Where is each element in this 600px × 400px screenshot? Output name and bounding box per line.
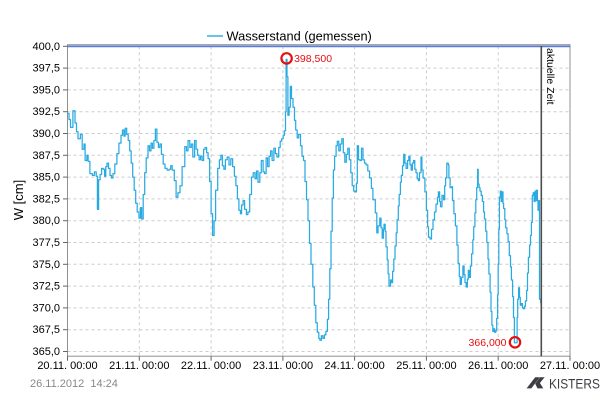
svg-text:370,0: 370,0 [32, 302, 60, 314]
svg-text:397,5: 397,5 [32, 63, 60, 75]
svg-text:390,0: 390,0 [32, 128, 60, 140]
svg-text:22.11. 00:00: 22.11. 00:00 [181, 360, 241, 372]
svg-text:W [cm]: W [cm] [11, 180, 26, 220]
svg-text:21.11. 00:00: 21.11. 00:00 [109, 360, 169, 372]
svg-text:23.11. 00:00: 23.11. 00:00 [253, 360, 313, 372]
svg-text:367,5: 367,5 [32, 324, 60, 336]
svg-text:382,5: 382,5 [32, 193, 60, 205]
svg-text:25.11. 00:00: 25.11. 00:00 [396, 360, 456, 372]
svg-text:366,000: 366,000 [469, 337, 507, 349]
svg-text:24.11. 00:00: 24.11. 00:00 [324, 360, 384, 372]
svg-text:387,5: 387,5 [32, 150, 60, 162]
svg-text:375,0: 375,0 [32, 259, 60, 271]
svg-text:Wasserstand (gemessen): Wasserstand (gemessen) [227, 29, 372, 44]
svg-text:27.11. 00:00: 27.11. 00:00 [540, 360, 600, 372]
svg-text:20.11. 00:00: 20.11. 00:00 [37, 360, 97, 372]
svg-text:398,500: 398,500 [294, 53, 332, 65]
svg-text:392,5: 392,5 [32, 106, 60, 118]
svg-text:377,5: 377,5 [32, 237, 60, 249]
svg-text:400,0: 400,0 [32, 41, 60, 53]
svg-text:26.11. 00:00: 26.11. 00:00 [468, 360, 528, 372]
svg-text:380,0: 380,0 [32, 215, 60, 227]
svg-text:aktuelle Zeit: aktuelle Zeit [544, 48, 556, 105]
svg-text:365,0: 365,0 [32, 346, 60, 358]
svg-text:395,0: 395,0 [32, 84, 60, 96]
svg-text:26.11.2012 14:24: 26.11.2012 14:24 [30, 378, 118, 390]
svg-text:372,5: 372,5 [32, 281, 60, 293]
svg-text:KISTERS: KISTERS [549, 375, 600, 391]
svg-text:385,0: 385,0 [32, 172, 60, 184]
